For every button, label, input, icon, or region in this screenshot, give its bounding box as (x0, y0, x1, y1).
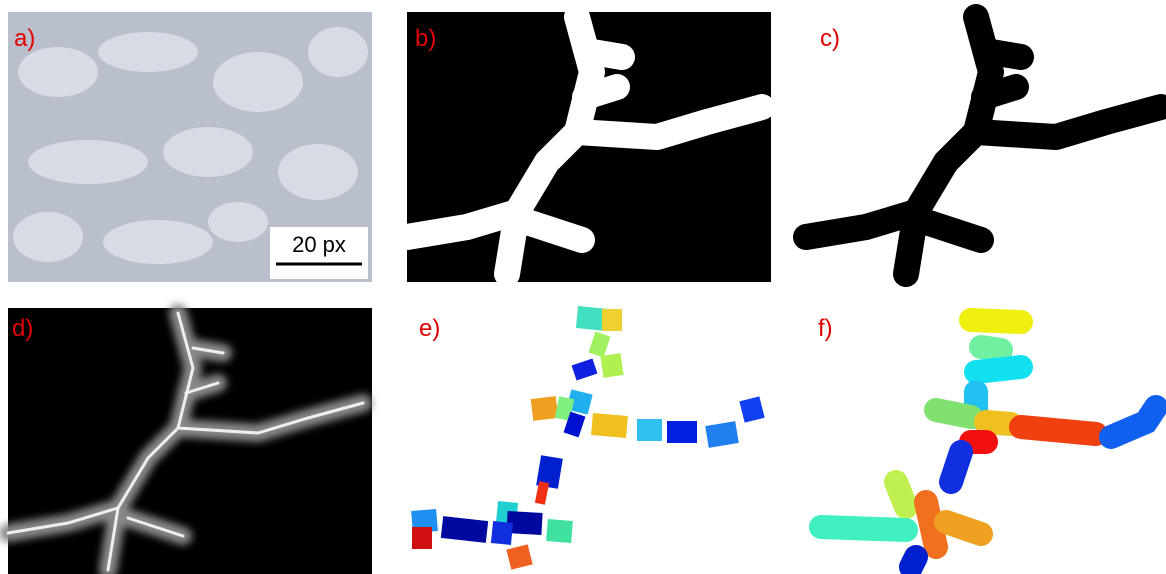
panel-label: b) (415, 25, 436, 52)
scale-bar-label: 20 px (292, 232, 346, 257)
panel-label: e) (419, 315, 440, 342)
panel-d: d) (8, 308, 372, 574)
panel-label: a) (14, 25, 35, 52)
panel-f: f) (818, 315, 1156, 567)
panel-label: c) (820, 25, 840, 52)
panel-a: 20 px a) (8, 12, 372, 282)
panel-b: b) (407, 12, 771, 282)
panel-label: f) (818, 315, 833, 342)
panel-c: c) (806, 17, 1161, 274)
panel-label: d) (12, 315, 33, 342)
figure: 20 px a) b) c) d) e) (0, 0, 1166, 574)
panel-e: e) (412, 315, 762, 567)
